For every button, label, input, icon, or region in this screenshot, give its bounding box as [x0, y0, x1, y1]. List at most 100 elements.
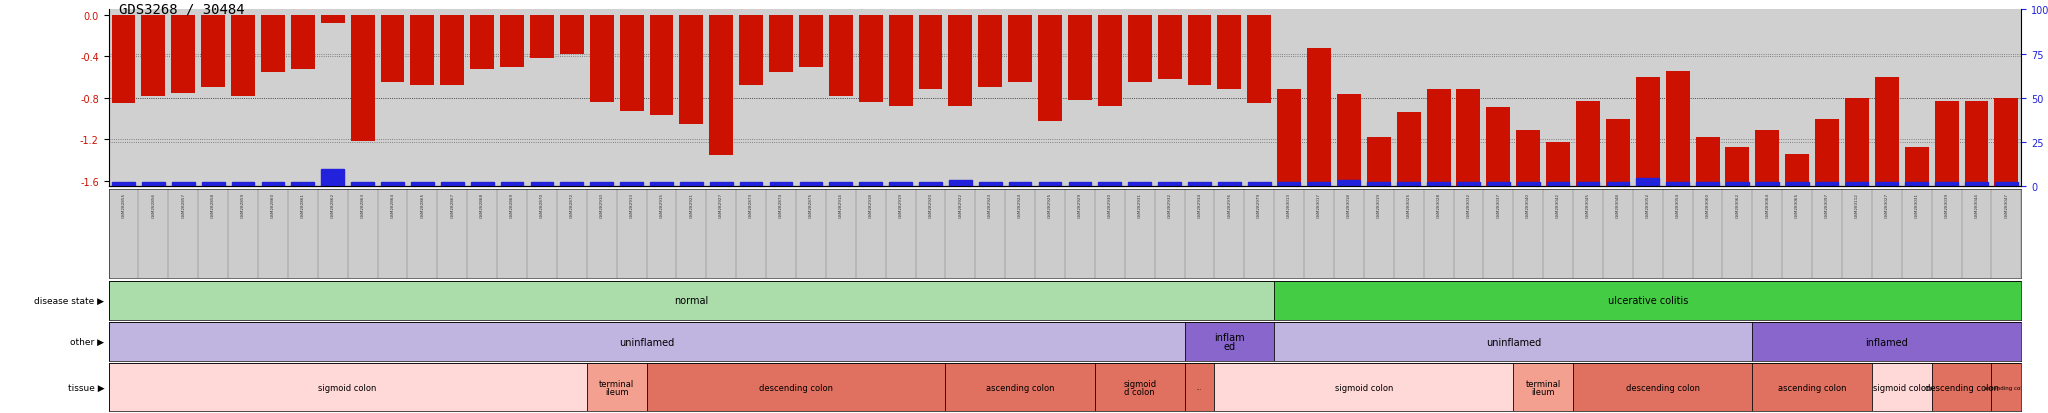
Bar — [530, 16, 553, 59]
Text: GSM282931: GSM282931 — [1139, 192, 1141, 218]
Bar — [141, 16, 166, 96]
Text: sigmoid colon: sigmoid colon — [1872, 383, 1931, 392]
Bar — [1753, 322, 2021, 361]
Bar — [109, 363, 586, 411]
Text: inflam
ed: inflam ed — [1214, 332, 1245, 351]
Bar — [1128, 183, 1151, 187]
Bar — [1995, 99, 2019, 187]
Text: GSM283065: GSM283065 — [1796, 192, 1800, 218]
Text: terminal
ileum: terminal ileum — [1526, 379, 1561, 396]
Text: GSM282855: GSM282855 — [121, 192, 125, 218]
Bar — [1337, 180, 1360, 187]
Text: ascending colon: ascending colon — [985, 383, 1055, 392]
Text: GSM282979: GSM282979 — [1257, 192, 1262, 218]
Bar — [1278, 90, 1300, 187]
Text: GSM282864: GSM282864 — [391, 192, 395, 218]
Text: GSM282870: GSM282870 — [541, 192, 545, 218]
Bar — [1157, 16, 1182, 80]
Text: GSM282913: GSM282913 — [629, 192, 633, 218]
Bar — [948, 16, 973, 107]
Bar — [1577, 183, 1599, 187]
Bar — [1427, 90, 1450, 187]
Bar — [860, 183, 883, 187]
Bar — [440, 16, 465, 86]
Bar — [1516, 130, 1540, 187]
Bar — [111, 16, 135, 104]
Bar — [1935, 183, 1958, 187]
Text: GSM283112: GSM283112 — [1855, 192, 1860, 218]
Bar — [1128, 16, 1151, 83]
Bar — [1456, 90, 1481, 187]
Bar — [1487, 107, 1509, 187]
Text: GSM282868: GSM282868 — [479, 192, 483, 218]
Text: GSM282865: GSM282865 — [420, 192, 424, 218]
Bar — [1366, 137, 1391, 187]
Text: GSM283060: GSM283060 — [1706, 192, 1710, 218]
Text: GDS3268 / 30484: GDS3268 / 30484 — [119, 2, 244, 16]
Text: sigmoid colon: sigmoid colon — [1335, 383, 1393, 392]
Text: descending colon: descending colon — [1626, 383, 1700, 392]
Bar — [440, 183, 463, 187]
Text: GSM282918: GSM282918 — [868, 192, 872, 218]
Bar — [1696, 183, 1718, 187]
Text: GSM282863: GSM282863 — [360, 192, 365, 218]
Bar — [1905, 148, 1929, 187]
Text: GSM283044: GSM283044 — [1974, 192, 1978, 218]
Bar — [770, 16, 793, 73]
Bar — [1876, 183, 1898, 187]
Bar — [1337, 95, 1360, 187]
Bar — [1755, 183, 1778, 187]
Bar — [530, 183, 553, 187]
Bar — [1964, 102, 1989, 187]
Bar — [649, 16, 674, 116]
Bar — [1636, 178, 1659, 187]
Text: GSM282867: GSM282867 — [451, 192, 455, 218]
Bar — [1038, 183, 1061, 187]
Bar — [1184, 363, 1214, 411]
Text: GSM283062: GSM283062 — [1735, 192, 1739, 218]
Text: GSM282862: GSM282862 — [330, 192, 334, 218]
Bar — [647, 363, 946, 411]
Text: GSM282869: GSM282869 — [510, 192, 514, 218]
Bar — [1665, 72, 1690, 187]
Bar — [1606, 183, 1630, 187]
Text: GSM282922: GSM282922 — [958, 192, 963, 218]
Bar — [1427, 183, 1450, 187]
Bar — [231, 183, 254, 187]
Bar — [1098, 16, 1122, 107]
Text: sigmoid
d colon: sigmoid d colon — [1122, 379, 1157, 396]
Bar — [231, 16, 256, 96]
Text: GSM282874: GSM282874 — [778, 192, 782, 218]
Text: GSM282925: GSM282925 — [1049, 192, 1053, 218]
Bar — [1991, 363, 2021, 411]
Bar — [1845, 99, 1870, 187]
Bar — [829, 183, 852, 187]
Text: GSM283040: GSM283040 — [1526, 192, 1530, 218]
Text: GSM283028: GSM283028 — [1436, 192, 1440, 218]
Bar — [590, 183, 612, 187]
Bar — [500, 16, 524, 67]
Text: GSM282915: GSM282915 — [659, 192, 664, 218]
Bar — [799, 16, 823, 67]
Bar — [1247, 183, 1270, 187]
Text: terminal
ileum: terminal ileum — [598, 379, 635, 396]
Bar — [948, 180, 971, 187]
Bar — [1786, 183, 1808, 187]
Text: ulcerative colitis: ulcerative colitis — [1608, 295, 1688, 306]
Bar — [1995, 183, 2017, 187]
Bar — [1874, 77, 1898, 187]
Text: GSM282860: GSM282860 — [270, 192, 274, 218]
Bar — [350, 16, 375, 142]
Bar — [1217, 16, 1241, 90]
Text: ascending colon: ascending colon — [1985, 385, 2030, 390]
Bar — [1214, 363, 1513, 411]
Bar — [322, 170, 344, 187]
Text: GSM283027: GSM283027 — [1884, 192, 1888, 218]
Bar — [1755, 130, 1780, 187]
Bar — [1667, 183, 1690, 187]
Bar — [799, 183, 821, 187]
Bar — [1397, 113, 1421, 187]
Bar — [141, 183, 164, 187]
Bar — [739, 16, 764, 86]
Bar — [1184, 322, 1274, 361]
